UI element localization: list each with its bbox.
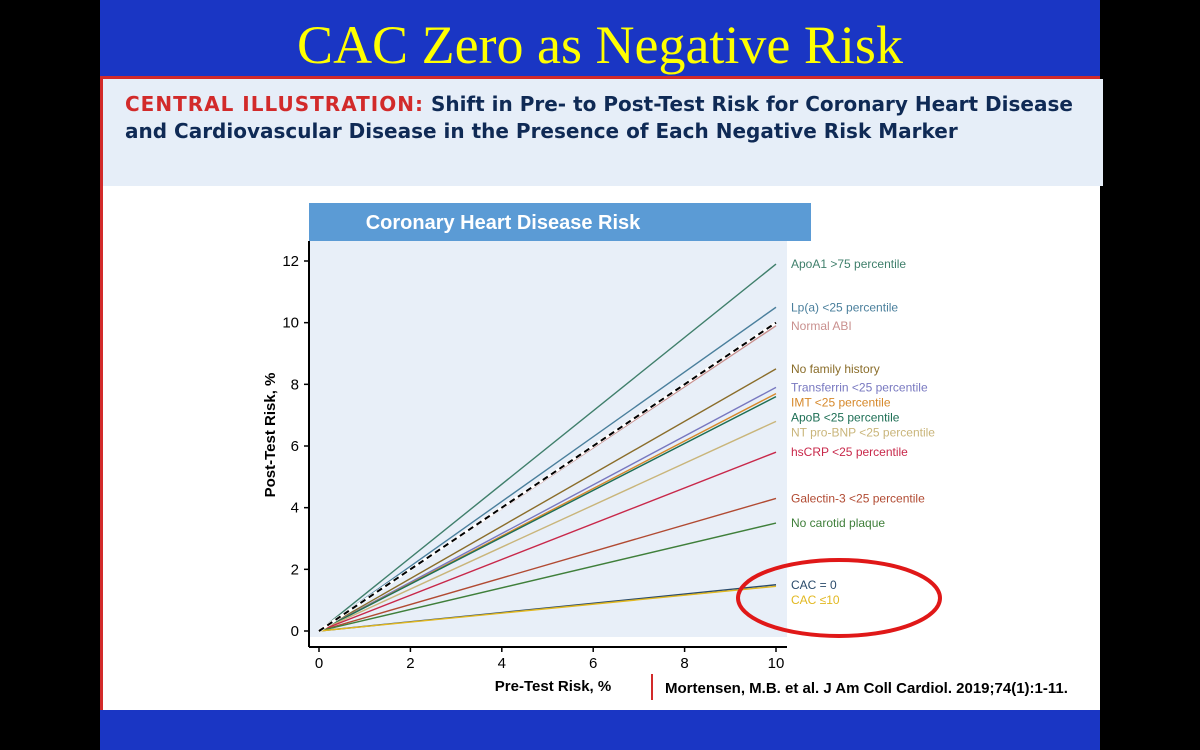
series-line bbox=[318, 451, 777, 632]
series-label: Transferrin <25 percentile bbox=[791, 380, 928, 394]
plot-area bbox=[309, 241, 787, 637]
series-label: No family history bbox=[791, 362, 880, 376]
series-label: Galectin-3 <25 percentile bbox=[791, 491, 925, 505]
illustration-heading: CENTRAL ILLUSTRATION: Shift in Pre- to P… bbox=[125, 91, 1085, 145]
header-band: CENTRAL ILLUSTRATION: Shift in Pre- to P… bbox=[103, 79, 1103, 186]
x-tick-label: 2 bbox=[406, 655, 414, 672]
y-tick-label: 10 bbox=[282, 315, 299, 332]
chart-title-bar bbox=[309, 203, 811, 241]
series-line bbox=[318, 368, 777, 632]
x-tick-label: 8 bbox=[680, 655, 688, 672]
series-line bbox=[318, 386, 777, 632]
y-tick-label: 6 bbox=[291, 438, 299, 455]
series-label: ApoA1 >75 percentile bbox=[791, 257, 906, 271]
axes: 0 2 4 6 8 10 12 0 2 4 6 8 10 bbox=[282, 241, 787, 672]
x-tick-label: 0 bbox=[315, 655, 323, 672]
series-label: Normal ABI bbox=[791, 319, 852, 333]
citation-bar bbox=[651, 674, 653, 700]
slide: CAC Zero as Negative Risk CENTRAL ILLUST… bbox=[100, 0, 1103, 750]
series-lines bbox=[318, 263, 777, 633]
slide-title: CAC Zero as Negative Risk bbox=[297, 15, 903, 75]
x-tick-label: 10 bbox=[768, 655, 785, 672]
series-label: CAC = 0 bbox=[791, 578, 837, 592]
illustration-panel: CENTRAL ILLUSTRATION: Shift in Pre- to P… bbox=[100, 76, 1103, 710]
series-labels: ApoA1 >75 percentile Lp(a) <25 percentile… bbox=[791, 257, 935, 607]
chart-title: Coronary Heart Disease Risk bbox=[366, 212, 641, 234]
series-line bbox=[318, 420, 777, 632]
x-axis-label: Pre-Test Risk, % bbox=[495, 678, 611, 695]
citation: Mortensen, M.B. et al. J Am Coll Cardiol… bbox=[665, 680, 1068, 697]
series-label: NT pro-BNP <25 percentile bbox=[791, 425, 935, 439]
heading-lead: CENTRAL ILLUSTRATION: bbox=[125, 92, 424, 116]
y-tick-label: 0 bbox=[291, 623, 299, 640]
series-label: No carotid plaque bbox=[791, 516, 885, 530]
series-label: Lp(a) <25 percentile bbox=[791, 300, 898, 314]
series-label: CAC ≤10 bbox=[791, 593, 840, 607]
series-label: hsCRP <25 percentile bbox=[791, 445, 908, 459]
series-line bbox=[318, 396, 777, 632]
y-tick-label: 4 bbox=[291, 500, 299, 517]
risk-chart: Coronary Heart Disease Risk 0 2 4 6 8 10 12 0 2 4… bbox=[262, 203, 1068, 700]
series-label: ApoB <25 percentile bbox=[791, 410, 900, 424]
series-line bbox=[318, 522, 777, 632]
reference-line bbox=[318, 321, 777, 632]
x-tick-label: 4 bbox=[498, 655, 506, 672]
y-tick-label: 8 bbox=[291, 376, 299, 393]
series-line bbox=[318, 585, 777, 632]
heading-rest: Shift in Pre- to Post-Test Risk for Coro… bbox=[125, 92, 1073, 143]
series-line bbox=[318, 263, 777, 632]
series-label: IMT <25 percentile bbox=[791, 395, 891, 409]
x-tick-label: 6 bbox=[589, 655, 597, 672]
y-tick-label: 12 bbox=[282, 253, 299, 270]
series-line bbox=[318, 497, 777, 632]
series-line bbox=[318, 306, 777, 632]
cac-highlight-ellipse bbox=[736, 558, 942, 638]
y-tick-label: 2 bbox=[291, 561, 299, 578]
y-axis-label: Post-Test Risk, % bbox=[262, 373, 279, 498]
